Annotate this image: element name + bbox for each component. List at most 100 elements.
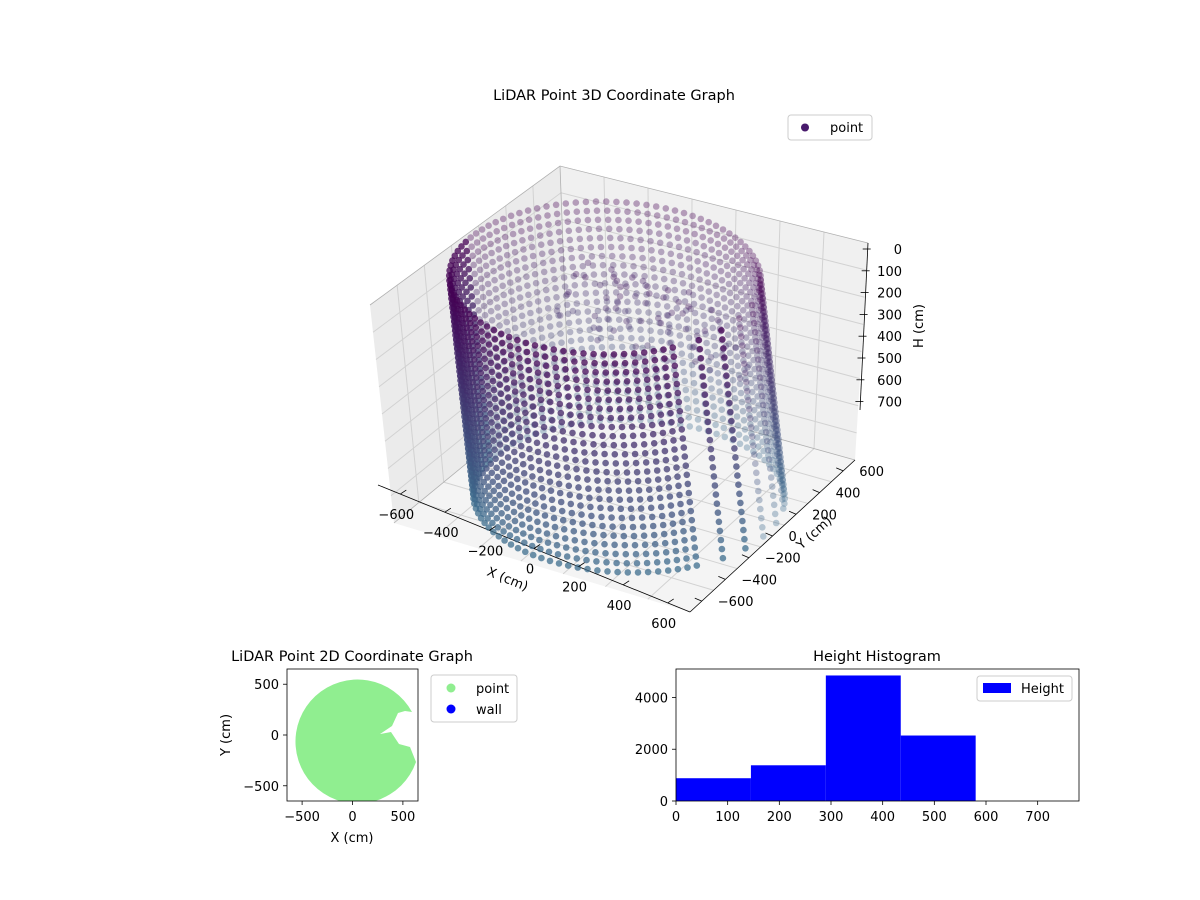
point-3d [598,513,605,521]
point-3d [703,270,711,277]
point-3d [454,247,462,255]
x-tick-label-2d: 500 [390,810,415,825]
point-3d [703,409,711,417]
point-3d [763,331,771,339]
point-3d [677,417,685,424]
point-3d [588,344,596,352]
point-3d [537,325,545,333]
point-3d [742,284,749,291]
point-3d [679,435,687,442]
point-3d [526,225,534,232]
point-3d [775,459,782,467]
point-3d [566,402,573,409]
point-3d [733,463,740,470]
point-3d [689,370,697,378]
point-3d [580,271,588,279]
point-3d [745,396,752,404]
point-3d [667,250,675,258]
point-3d [658,337,665,345]
point-3d [641,358,649,365]
point-3d [511,248,519,256]
point-3d [627,325,634,333]
point-3d [594,307,602,315]
point-3d [465,265,473,273]
point-3d [508,221,516,229]
point-3d [506,342,514,350]
point-3d [642,459,650,466]
point-3d [514,544,522,552]
point-3d [478,378,486,386]
point-3d [677,500,684,508]
point-3d [700,242,708,250]
point-3d [696,345,704,353]
point-3d [471,356,478,363]
point-3d [671,207,679,214]
point-3d [618,423,626,431]
point-3d [534,518,541,526]
point-3d [763,330,770,338]
point-3d [477,451,485,459]
point-3d [759,365,766,373]
plot-3d: LiDAR Point 3D Coordinate Graph −600−400… [369,88,927,632]
point-3d [692,358,699,365]
point-3d [509,370,517,377]
y-tick-label-3d: 200 [812,508,837,523]
point-3d [633,468,641,476]
point-3d [468,328,475,336]
x-tick-label-3d: 600 [651,617,676,632]
point-3d [735,311,742,319]
point-3d [759,397,766,405]
point-3d [505,270,513,277]
point-3d [479,469,487,477]
point-3d [666,330,674,337]
point-3d [766,378,773,385]
point-3d [675,482,682,490]
point-3d [481,447,488,454]
point-3d [754,262,762,269]
point-3d [617,283,624,291]
point-3d [767,474,775,481]
point-3d [490,267,497,275]
point-3d [471,270,479,278]
histogram-frame [675,668,1080,802]
point-3d [520,470,528,477]
point-3d [767,416,775,423]
point-3d [581,449,588,456]
point-3d [746,320,753,328]
point-3d [739,348,746,355]
point-3d [670,437,677,444]
point-3d [662,205,670,212]
point-3d [765,354,772,362]
point-3d [689,212,696,220]
point-3d [637,236,644,244]
point-3d [561,446,569,453]
point-3d [561,535,569,542]
point-3d [535,457,543,465]
point-3d [552,532,560,540]
point-3d [717,267,725,275]
point-3d [757,325,765,332]
point-3d [712,351,720,359]
point-3d [661,447,669,455]
point-3d [727,408,734,416]
point-3d [778,463,785,470]
point-3d [580,529,587,537]
point-3d [574,309,582,316]
point-3d [600,441,607,449]
point-3d [506,472,514,479]
point-3d [508,490,516,498]
point-3d [659,521,667,529]
point-3d [494,473,501,481]
point-3d [471,397,479,404]
point-3d [779,482,786,489]
point-3d [579,430,586,438]
point-3d [619,523,627,531]
point-3d [553,541,561,549]
point-3d [604,568,611,575]
point-3d [575,394,582,402]
point-3d [552,364,560,372]
point-3d [680,368,688,376]
point-3d [719,554,727,562]
point-3d [761,456,768,464]
point-3d [503,375,510,383]
